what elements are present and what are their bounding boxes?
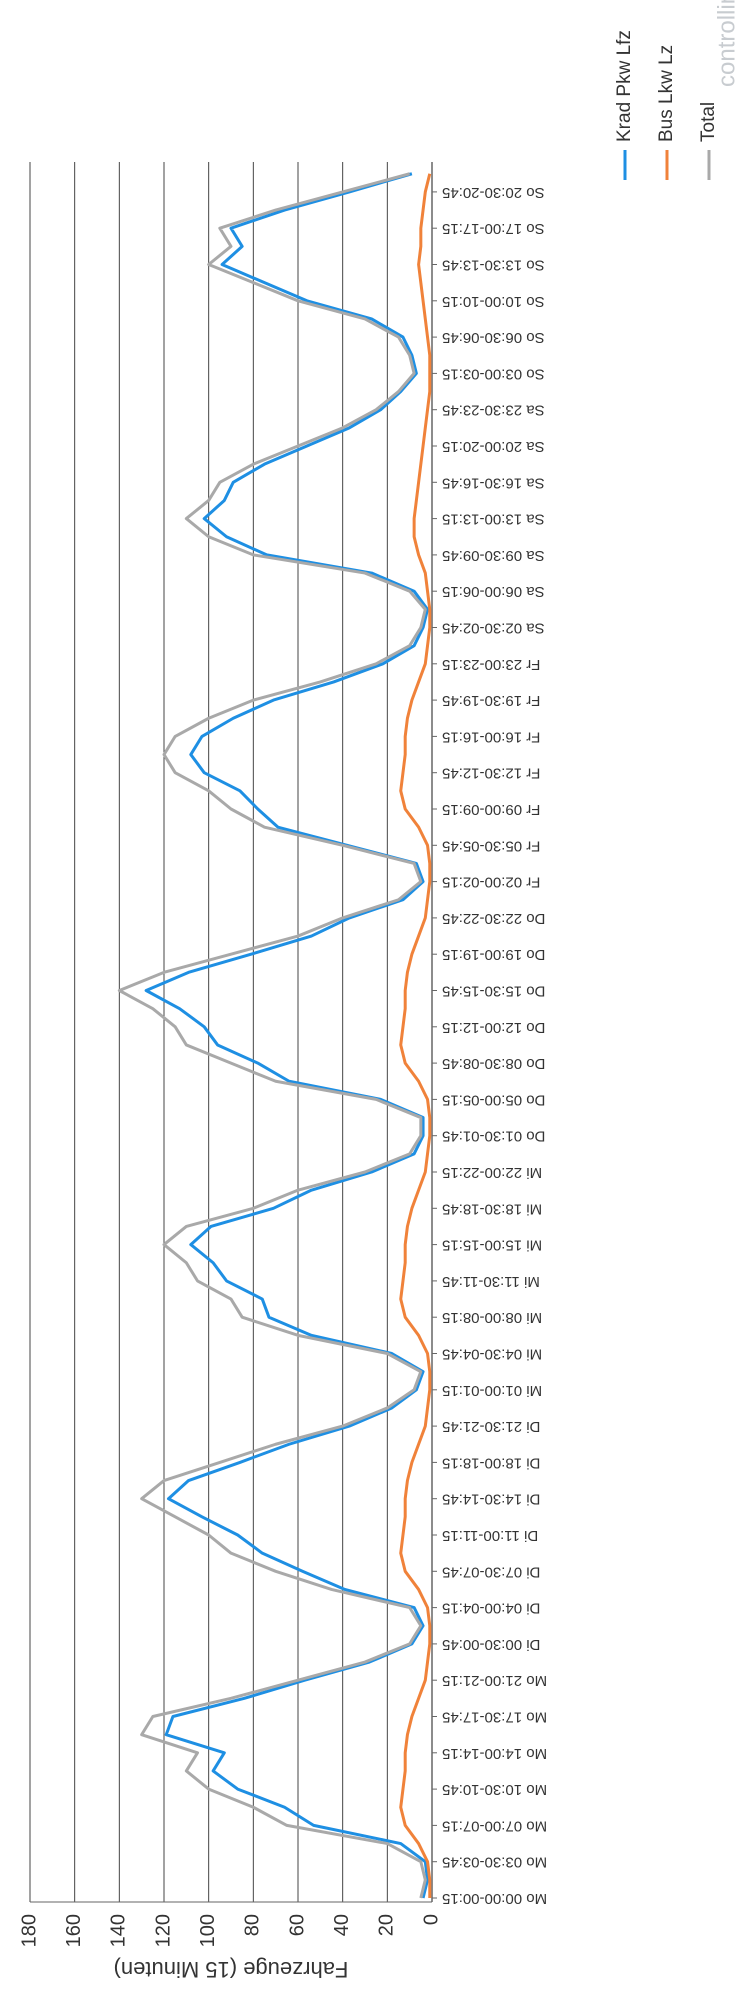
series-line [117, 172, 427, 1899]
x-tick-label: Mo 14:00-14:15 [442, 1745, 547, 1762]
x-tick-label: Sa 02:30-02:45 [442, 620, 545, 637]
x-tick-label: Mo 21:00-21:15 [442, 1672, 547, 1689]
y-tick-label: 0 [420, 1914, 442, 1925]
x-tick-label: Sa 16:30-16:45 [442, 474, 545, 491]
x-tick-label: So 06:30-06:45 [442, 329, 545, 346]
x-tick-label: Mo 17:30-17:45 [442, 1709, 547, 1726]
x-tick-label: Sa 06:00-06:15 [442, 583, 545, 600]
x-tick-label: Mo 03:30-03:45 [442, 1854, 547, 1871]
x-tick-label: Di 14:30-14:45 [442, 1491, 540, 1508]
y-tick-label: 140 [108, 1914, 130, 1947]
x-tick-label: Mi 04:30-04:45 [442, 1346, 542, 1363]
x-tick-label: Do 05:00-05:15 [442, 1091, 545, 1108]
y-tick-label: 120 [152, 1914, 174, 1947]
legend-label: Bus Lkw Lz [656, 45, 677, 142]
x-tick-label: So 03:00-03:15 [442, 365, 545, 382]
x-tick-label: Fr 09:00-09:15 [442, 801, 540, 818]
series-line [399, 173, 432, 1898]
x-tick-label: Mi 15:00-15:15 [442, 1237, 542, 1254]
series-line [144, 172, 430, 1899]
x-tick-label: Di 11:00-11:15 [442, 1527, 538, 1544]
y-tick-label: 180 [18, 1914, 40, 1947]
x-tick-label: Di 21:30-21:45 [442, 1418, 540, 1435]
x-tick-label: Do 15:30-15:45 [442, 983, 545, 1000]
x-tick-label: Mo 10:30-10:45 [442, 1781, 547, 1798]
x-tick-label: Fr 23:00-23:15 [442, 656, 540, 673]
x-tick-label: Di 18:00-18:15 [442, 1454, 540, 1471]
rotated-chart: 0 20 40 60 80 100 120 140 160 180 Fahrzeuge (15 Mi… [18, 0, 740, 1982]
x-tick-label: Do 01:30-01:45 [442, 1128, 545, 1145]
x-tick-label: Sa 13:00-13:15 [442, 511, 545, 528]
x-tick-label: Do 22:30-22:45 [442, 910, 545, 927]
x-tick-label: Mi 01:00-01:15 [442, 1382, 542, 1399]
legend-label: Krad Pkw Lfz [614, 30, 635, 142]
x-tick-label: So 17:00-17:15 [442, 220, 545, 237]
x-tick-label: Fr 16:00-16:15 [442, 728, 540, 745]
x-tick-label: Fr 12:30-12:45 [442, 765, 540, 782]
legend-label: Total [698, 102, 719, 142]
x-tick-label: Fr 19:30-19:45 [442, 692, 540, 709]
x-tick-label: Sa 23:30-23:45 [442, 402, 545, 419]
y-tick-label: 20 [376, 1914, 398, 1936]
y-tick-label: 80 [242, 1914, 264, 1936]
x-tick-label: Mi 08:00-08:15 [442, 1309, 542, 1326]
x-tick-label: Di 04:00-04:15 [442, 1600, 540, 1617]
x-tick-label: Mo 07:00-07:15 [442, 1817, 547, 1834]
x-tick-label: Di 00:30-00:45 [442, 1636, 540, 1653]
x-tick-label: So 10:00-10:15 [442, 293, 545, 310]
x-tick-label: So 20:30-20:45 [442, 184, 545, 201]
x-tick-label: Do 08:30-08:45 [442, 1055, 545, 1072]
x-tick-label: Mi 11:30-11:45 [442, 1273, 540, 1290]
x-tick-label: Sa 20:00-20:15 [442, 438, 545, 455]
y-axis-title: Fahrzeuge (15 Minuten) [114, 1957, 349, 1982]
x-tick-label: Fr 02:00-02:15 [442, 874, 540, 891]
x-tick-label: Mi 22:00-22:15 [442, 1164, 542, 1181]
x-tick-label: Fr 05:30-05:45 [442, 837, 540, 854]
x-tick-label: Do 19:00-19:15 [442, 946, 545, 963]
watermark: controllin [713, 0, 740, 87]
x-tick-label: So 13:30-13:45 [442, 257, 545, 274]
y-tick-label: 100 [197, 1914, 219, 1947]
x-tick-label: Mo 00:00-00:15 [442, 1890, 547, 1907]
x-tick-label: Mi 18:30-18:45 [442, 1200, 542, 1217]
y-tick-label: 160 [63, 1914, 85, 1947]
y-tick-label: 60 [286, 1914, 308, 1936]
x-tick-label: Sa 09:30-09:45 [442, 547, 545, 564]
x-tick-label: Do 12:00-12:15 [442, 1019, 545, 1036]
y-tick-label: 40 [331, 1914, 353, 1936]
x-tick-label: Di 07:30-07:45 [442, 1563, 540, 1580]
